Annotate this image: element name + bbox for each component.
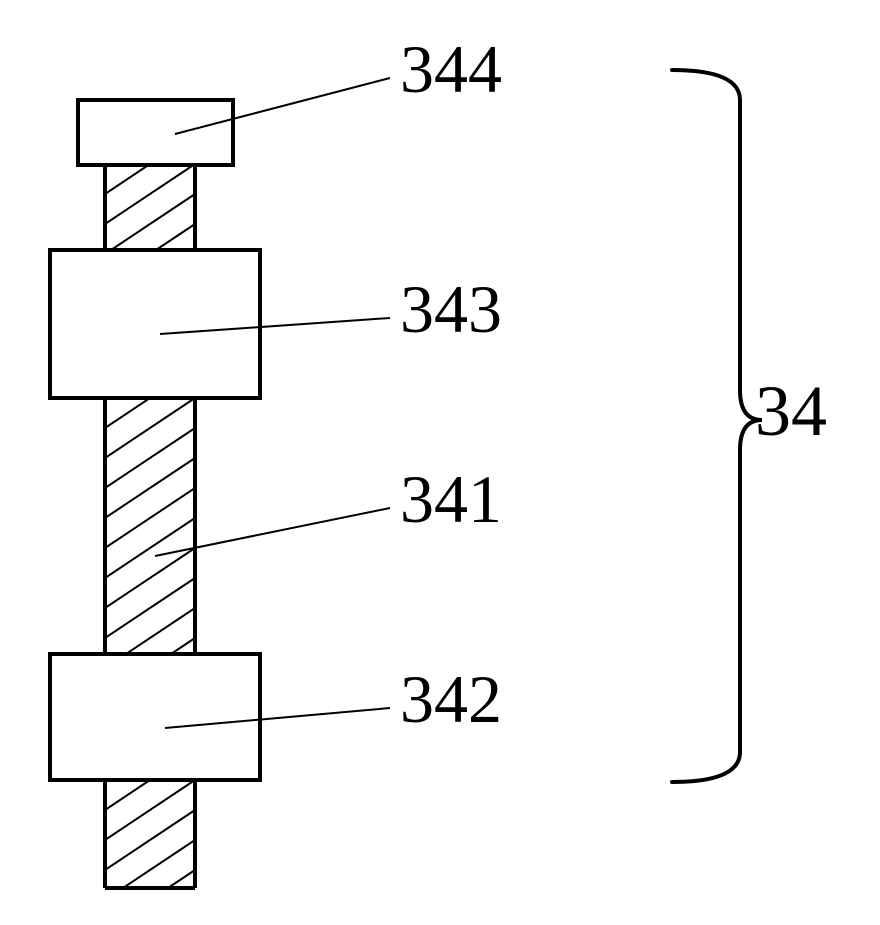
label-343: 343 bbox=[400, 270, 502, 349]
label-34: 34 bbox=[755, 370, 827, 453]
label-344: 344 bbox=[400, 30, 502, 109]
label-341: 341 bbox=[400, 460, 502, 539]
label-342: 342 bbox=[400, 660, 502, 739]
